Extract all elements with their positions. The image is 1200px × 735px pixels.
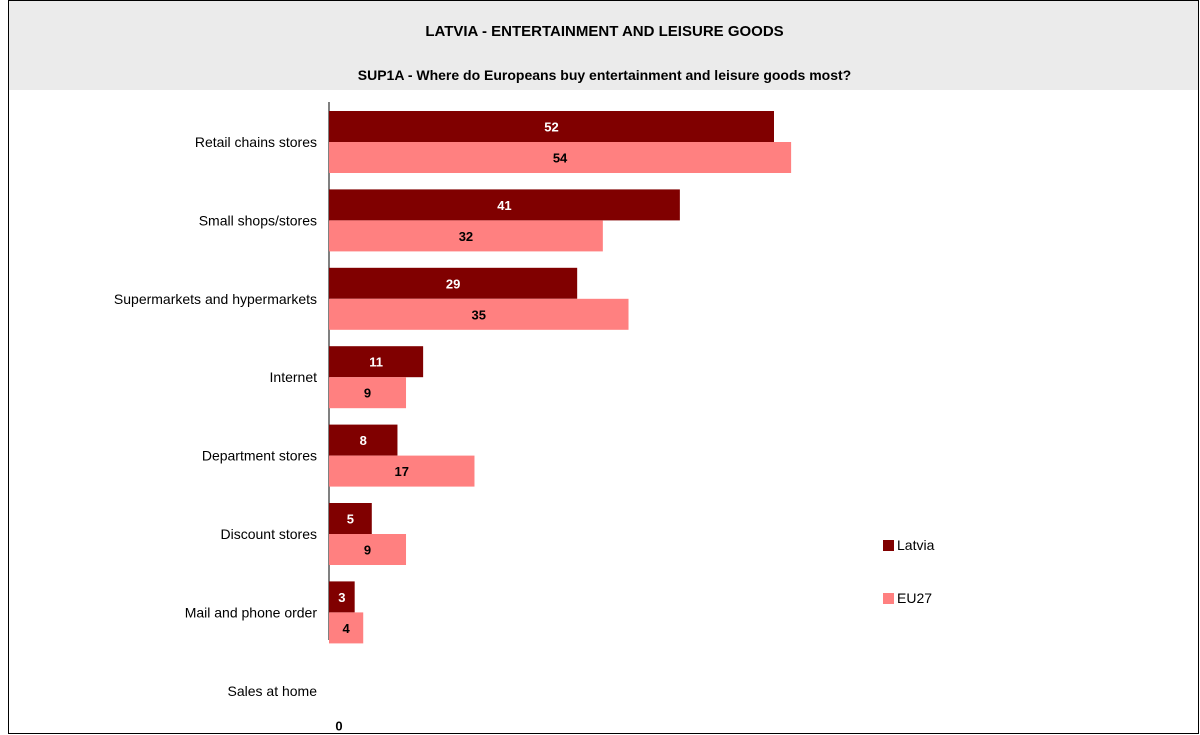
category-label-sales-at-home: Sales at home (228, 683, 318, 699)
data-label-eu27-sales-at-home: 0 (335, 718, 342, 733)
bar-eu27-department-stores (329, 455, 475, 487)
category-label-discount-stores: Discount stores (221, 526, 317, 542)
bar-eu27-small-shops-stores (329, 220, 603, 252)
category-label-internet: Internet (270, 369, 318, 385)
legend-swatch-latvia (883, 540, 894, 551)
data-label-eu27-department-stores: 17 (395, 464, 409, 479)
category-label-small-shops-stores: Small shops/stores (199, 212, 317, 228)
data-label-latvia-supermarkets-and-hypermarkets: 29 (446, 276, 460, 291)
data-label-latvia-internet: 11 (369, 355, 383, 370)
bar-eu27-mail-and-phone-order (329, 612, 364, 644)
category-label-mail-and-phone-order: Mail and phone order (185, 604, 318, 620)
bar-eu27-internet (329, 377, 407, 409)
chart-subtitle: SUP1A - Where do Europeans buy entertain… (357, 67, 852, 83)
data-label-latvia-retail-chains-stores: 52 (544, 120, 558, 135)
bar-latvia-discount-stores (329, 503, 372, 534)
bar-latvia-internet (329, 346, 424, 378)
bar-latvia-retail-chains-stores (329, 111, 774, 142)
bar-latvia-small-shops-stores (329, 189, 680, 221)
category-label-supermarkets-and-hypermarkets: Supermarkets and hypermarkets (114, 291, 317, 307)
bar-eu27-discount-stores (329, 534, 407, 565)
bar-latvia-supermarkets-and-hypermarkets (329, 267, 578, 299)
legend-swatch-eu27 (883, 593, 894, 604)
category-label-department-stores: Department stores (202, 448, 317, 464)
data-label-latvia-small-shops-stores: 41 (497, 198, 511, 213)
data-label-eu27-mail-and-phone-order: 4 (342, 621, 350, 636)
legend-label-latvia: Latvia (897, 537, 935, 553)
legend-label-eu27: EU27 (897, 590, 933, 606)
data-label-eu27-internet: 9 (364, 386, 371, 401)
chart-title: LATVIA - ENTERTAINMENT AND LEISURE GOODS (425, 23, 784, 40)
data-label-eu27-discount-stores: 9 (364, 543, 371, 558)
data-label-eu27-small-shops-stores: 32 (459, 229, 473, 244)
data-label-latvia-discount-stores: 5 (347, 512, 354, 527)
legend-item-eu27: EU27 (883, 590, 932, 606)
bar-latvia-department-stores (329, 424, 398, 456)
data-label-latvia-mail-and-phone-order: 3 (338, 590, 345, 605)
bar-latvia-mail-and-phone-order (329, 581, 355, 613)
bar-eu27-supermarkets-and-hypermarkets (329, 298, 629, 330)
category-label-retail-chains-stores: Retail chains stores (195, 134, 317, 150)
data-label-latvia-department-stores: 8 (360, 433, 367, 448)
data-label-eu27-supermarkets-and-hypermarkets: 35 (472, 307, 486, 322)
bar-eu27-retail-chains-stores (329, 142, 792, 173)
chart-header: LATVIA - ENTERTAINMENT AND LEISURE GOODS… (8, 0, 1199, 90)
data-label-eu27-retail-chains-stores: 54 (553, 151, 568, 166)
legend-item-latvia: Latvia (883, 537, 934, 553)
